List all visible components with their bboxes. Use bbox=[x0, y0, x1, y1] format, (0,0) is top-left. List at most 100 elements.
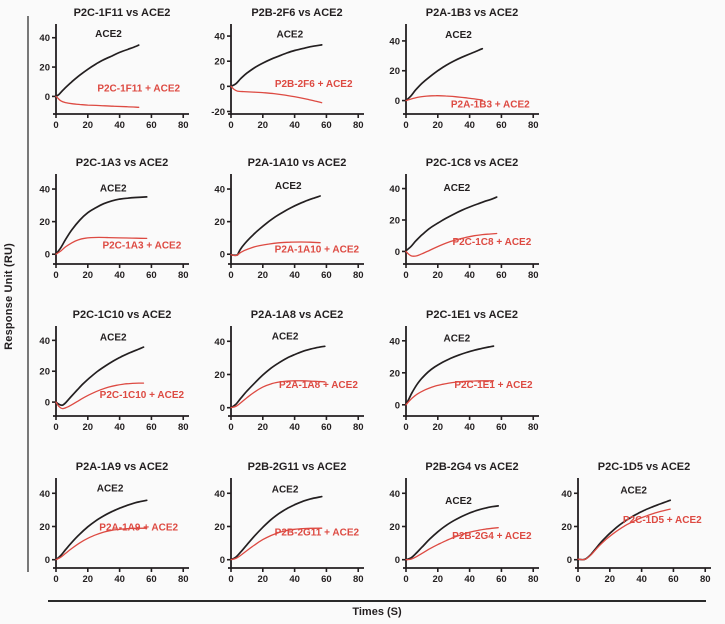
x-tick-label: 40 bbox=[114, 574, 125, 585]
y-tick-label: 40 bbox=[39, 33, 50, 44]
x-tick-label: 0 bbox=[228, 270, 233, 281]
ace2-curve-label: ACE2 bbox=[620, 485, 647, 496]
subplot-title: P2C-1A3 vs ACE2 bbox=[76, 157, 169, 169]
antibody-complex-curve bbox=[55, 382, 145, 410]
antibody-complex-curve-label: P2A-1A9 + ACE2 bbox=[99, 523, 178, 534]
y-tick-label: 0 bbox=[220, 555, 225, 566]
ace2-curve-label: ACE2 bbox=[275, 181, 302, 192]
x-tick-label: 20 bbox=[83, 270, 94, 281]
y-tick-label: 40 bbox=[39, 336, 50, 347]
y-tick-label: 20 bbox=[389, 368, 400, 379]
antibody-complex-curve-label: P2A-1B3 + ACE2 bbox=[451, 99, 530, 110]
y-tick-label: 20 bbox=[39, 367, 50, 378]
y-tick-label: 40 bbox=[39, 185, 50, 196]
x-tick-label: 40 bbox=[636, 574, 647, 585]
antibody-complex-curve bbox=[405, 232, 498, 257]
y-tick-label: 0 bbox=[395, 400, 400, 411]
x-tick-label: 60 bbox=[146, 422, 157, 433]
y-tick-label: 20 bbox=[214, 522, 225, 533]
y-tick-label: 20 bbox=[389, 522, 400, 533]
x-tick-label: 0 bbox=[403, 574, 408, 585]
x-tick-label: 80 bbox=[528, 422, 539, 433]
subplot-p2b-2g4-vs-ace2: P2B-2G4 vs ACE2 0 20 40 0 20 40 60 80 ACE2 P2B-2G4… bbox=[389, 461, 539, 585]
subplot-p2a-1a8-vs-ace2: P2A-1A8 vs ACE2 0 20 40 0 20 40 60 80 ACE2 P2A-1A8… bbox=[214, 309, 364, 433]
x-tick-label: 20 bbox=[258, 270, 269, 281]
x-tick-label: 40 bbox=[464, 422, 475, 433]
antibody-complex-curve bbox=[55, 236, 148, 255]
x-tick-label: 20 bbox=[83, 120, 94, 131]
ace2-curve bbox=[55, 44, 140, 98]
x-tick-label: 60 bbox=[146, 120, 157, 131]
antibody-complex-curve bbox=[55, 95, 140, 108]
ace2-curve bbox=[230, 495, 323, 561]
x-tick-label: 80 bbox=[528, 120, 539, 131]
y-tick-label: 20 bbox=[39, 217, 50, 228]
y-tick-label: 40 bbox=[561, 489, 572, 500]
subplot-title: P2A-1A9 vs ACE2 bbox=[76, 461, 169, 473]
subplot-p2a-1a10-vs-ace2: P2A-1A10 vs ACE2 0 20 40 0 20 40 60 80 ACE2 P2A-1A… bbox=[214, 157, 364, 281]
figure-left-spine bbox=[27, 16, 29, 572]
x-tick-label: 80 bbox=[353, 574, 364, 585]
antibody-complex-curve-label: P2B-2G11 + ACE2 bbox=[275, 528, 360, 539]
antibody-complex-curve-label: P2B-2F6 + ACE2 bbox=[275, 79, 353, 90]
x-tick-label: 60 bbox=[146, 574, 157, 585]
x-tick-label: 80 bbox=[178, 120, 189, 131]
y-tick-label: 0 bbox=[45, 555, 50, 566]
x-tick-label: 80 bbox=[178, 574, 189, 585]
x-tick-label: 40 bbox=[464, 574, 475, 585]
x-tick-label: 80 bbox=[178, 270, 189, 281]
y-tick-label: 40 bbox=[214, 337, 225, 348]
y-tick-label: 40 bbox=[389, 184, 400, 195]
subplot-p2c-1c10-vs-ace2: P2C-1C10 vs ACE2 0 20 40 0 20 40 60 80 ACE2 P2C-1C… bbox=[39, 309, 189, 433]
x-tick-label: 60 bbox=[321, 120, 332, 131]
y-tick-label: 0 bbox=[567, 555, 572, 566]
antibody-complex-curve-label: P2C-1D5 + ACE2 bbox=[623, 515, 702, 526]
x-tick-label: 40 bbox=[114, 270, 125, 281]
antibody-complex-curve-label: P2C-1C8 + ACE2 bbox=[452, 237, 531, 248]
antibody-complex-curve bbox=[405, 380, 495, 406]
x-tick-label: 0 bbox=[575, 574, 580, 585]
ace2-curve bbox=[55, 499, 148, 561]
subplot-p2a-1a9-vs-ace2: P2A-1A9 vs ACE2 0 20 40 0 20 40 60 80 ACE2 P2A-1A9… bbox=[39, 461, 189, 585]
x-tick-label: 60 bbox=[321, 422, 332, 433]
subplot-title: P2C-1E1 vs ACE2 bbox=[426, 309, 518, 321]
x-tick-label: 60 bbox=[496, 270, 507, 281]
y-tick-label: 40 bbox=[214, 32, 225, 43]
subplot-title: P2C-1C10 vs ACE2 bbox=[73, 309, 172, 321]
x-tick-label: 20 bbox=[258, 120, 269, 131]
antibody-complex-curve-label: P2C-1C10 + ACE2 bbox=[100, 390, 185, 401]
y-tick-label: 0 bbox=[45, 398, 50, 409]
x-tick-label: 60 bbox=[668, 574, 679, 585]
subplot-p2c-1d5-vs-ace2: P2C-1D5 vs ACE2 0 20 40 0 20 40 60 80 ACE2 P2C-1D5… bbox=[561, 461, 711, 585]
subplot-p2b-2g11-vs-ace2: P2B-2G11 vs ACE2 0 20 40 0 20 40 60 80 ACE2 P2B-2G… bbox=[214, 461, 364, 585]
antibody-complex-curve-label: P2C-1A3 + ACE2 bbox=[102, 241, 181, 252]
antibody-complex-curve bbox=[405, 95, 483, 102]
figure-bottom-spine bbox=[48, 600, 706, 602]
x-tick-label: 20 bbox=[433, 422, 444, 433]
subplot-title: P2C-1F11 vs ACE2 bbox=[74, 7, 171, 19]
ace2-curve-label: ACE2 bbox=[444, 183, 471, 194]
antibody-complex-curve-label: P2A-1A8 + ACE2 bbox=[279, 380, 358, 391]
antibody-complex-curve-label: P2A-1A10 + ACE2 bbox=[275, 245, 360, 256]
subplot-title: P2C-1C8 vs ACE2 bbox=[426, 157, 519, 169]
x-tick-label: 60 bbox=[496, 574, 507, 585]
ace2-curve-label: ACE2 bbox=[445, 30, 472, 41]
subplot-title: P2B-2G11 vs ACE2 bbox=[248, 461, 347, 473]
x-tick-label: 60 bbox=[321, 574, 332, 585]
antibody-complex-curve-label: P2B-2G4 + ACE2 bbox=[452, 531, 532, 542]
antibody-complex-curve bbox=[230, 527, 323, 561]
x-tick-label: 20 bbox=[433, 120, 444, 131]
ace2-curve bbox=[577, 499, 672, 561]
y-tick-label: 0 bbox=[395, 555, 400, 566]
ace2-curve bbox=[405, 505, 500, 561]
subplot-p2c-1a3-vs-ace2: P2C-1A3 vs ACE2 0 20 40 0 20 40 60 80 ACE2 P2C-1A3… bbox=[39, 157, 189, 281]
y-tick-label: -20 bbox=[211, 107, 225, 118]
y-tick-label: 40 bbox=[389, 336, 400, 347]
y-tick-label: 0 bbox=[220, 250, 225, 261]
x-tick-label: 80 bbox=[528, 270, 539, 281]
x-tick-label: 40 bbox=[464, 270, 475, 281]
x-tick-label: 80 bbox=[700, 574, 711, 585]
y-tick-label: 20 bbox=[389, 216, 400, 227]
